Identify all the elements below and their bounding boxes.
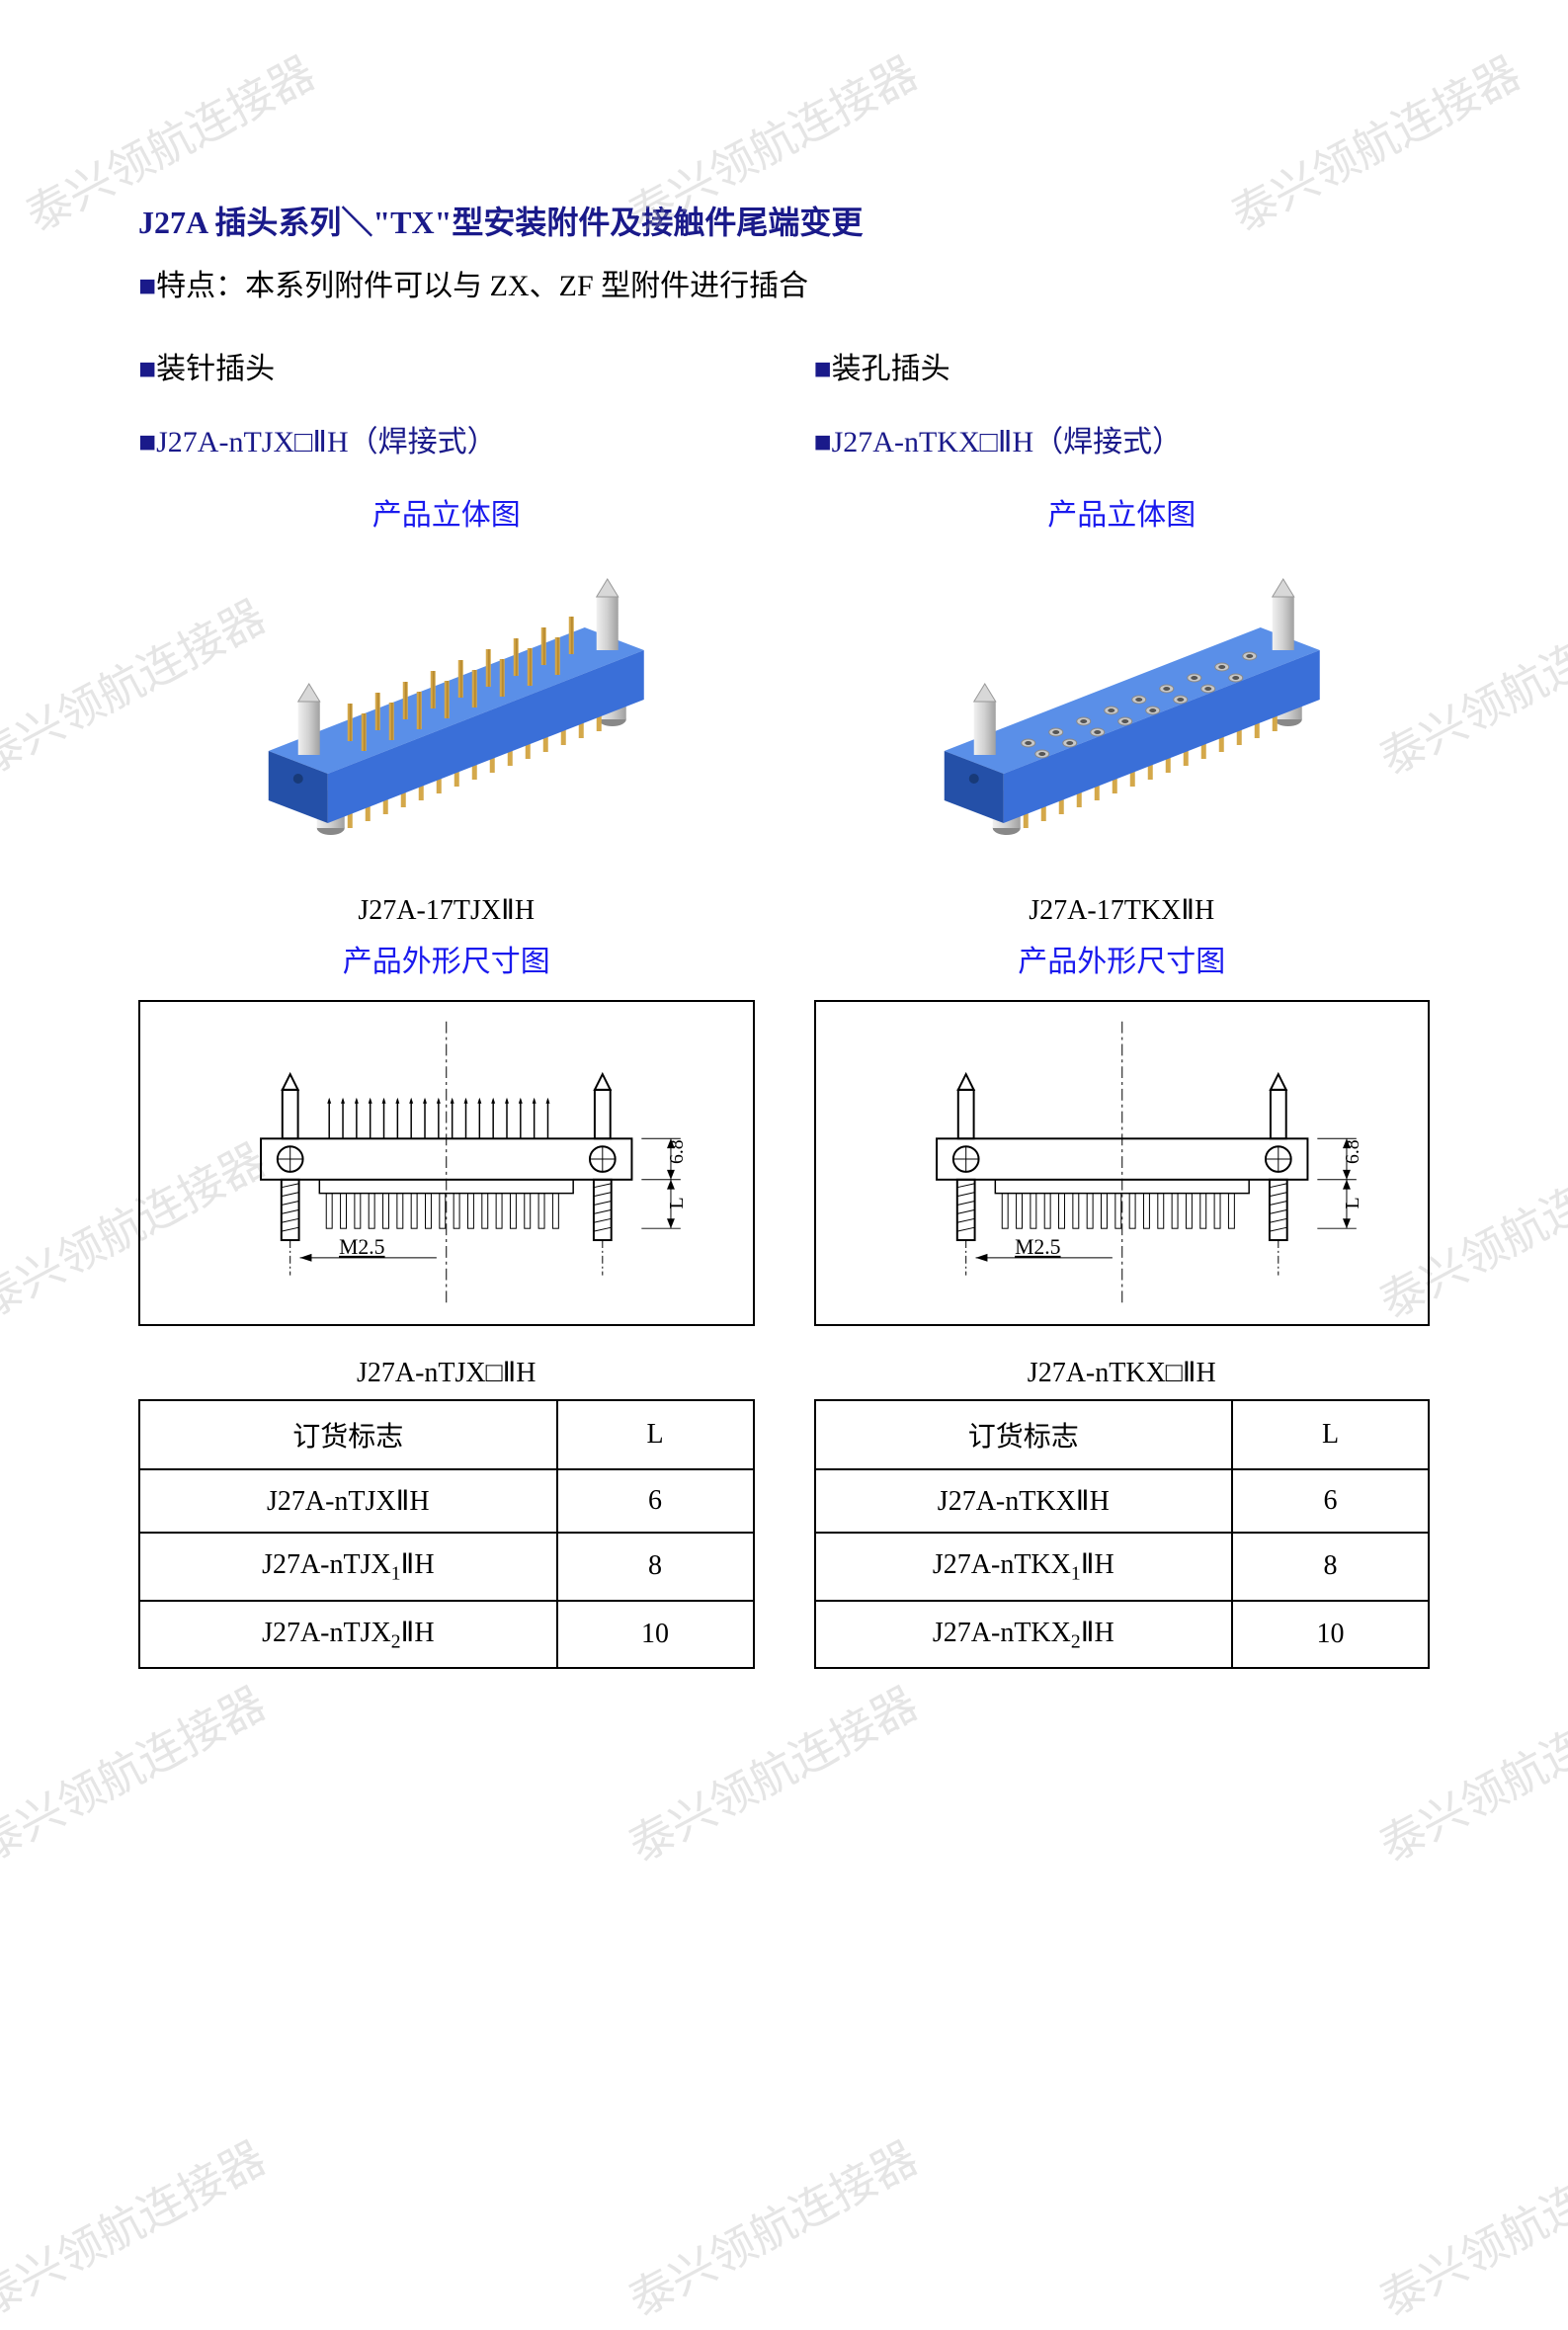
table-row: J27A-nTKX1ⅡH8	[815, 1533, 1430, 1601]
table-cell: 6	[557, 1469, 754, 1533]
feature-line: ■特点：本系列附件可以与 ZX、ZF 型附件进行插合	[138, 261, 1430, 304]
left-column: ■装针插头 ■J27A-nTJX□ⅡH（焊接式） 产品立体图	[138, 344, 755, 1669]
feature-text: 特点：本系列附件可以与 ZX、ZF 型附件进行插合	[156, 270, 808, 302]
right-model-line: ■J27A-nTKX□ⅡH（焊接式）	[814, 417, 1431, 460]
bullet-icon: ■	[814, 426, 832, 458]
bullet-icon: ■	[814, 353, 832, 385]
right-drawing: 6.8 L M2.5	[814, 1000, 1431, 1326]
col-order-mark: 订货标志	[815, 1400, 1233, 1469]
table-row: J27A-nTJX1ⅡH8	[139, 1533, 754, 1601]
table-cell: J27A-nTJX2ⅡH	[139, 1601, 557, 1669]
right-column: ■装孔插头 ■J27A-nTKX□ⅡH（焊接式） 产品立体图	[814, 344, 1431, 1669]
table-cell: J27A-nTKXⅡH	[815, 1469, 1233, 1533]
table-cell: J27A-nTKX2ⅡH	[815, 1601, 1233, 1669]
svg-text:M2.5: M2.5	[1015, 1235, 1061, 1259]
right-table: 订货标志 L J27A-nTKXⅡH6J27A-nTKX1ⅡH8J27A-nTK…	[814, 1399, 1431, 1669]
left-drawing: 6.8 L M2.5	[138, 1000, 755, 1326]
svg-text:6.8: 6.8	[1341, 1139, 1362, 1164]
left-model-text: J27A-nTJX□ⅡH（焊接式）	[156, 426, 497, 458]
table-row: J27A-nTJX2ⅡH10	[139, 1601, 754, 1669]
thread-label: M2.5	[339, 1235, 385, 1259]
right-header: ■装孔插头	[814, 344, 1431, 387]
right-header-text: 装孔插头	[832, 353, 950, 385]
svg-text:L: L	[1341, 1197, 1362, 1208]
table-cell: 10	[1232, 1601, 1429, 1669]
right-iso-label: J27A-17TKXⅡH	[814, 893, 1431, 927]
right-iso-figure	[814, 553, 1431, 879]
right-iso-caption: 产品立体图	[814, 490, 1431, 534]
left-iso-caption: 产品立体图	[138, 490, 755, 534]
left-iso-label: J27A-17TJXⅡH	[138, 893, 755, 927]
table-cell: J27A-nTKX1ⅡH	[815, 1533, 1233, 1601]
bullet-icon: ■	[138, 353, 156, 385]
dim-68: 6.8	[666, 1139, 688, 1164]
left-table-caption: J27A-nTJX□ⅡH	[138, 1356, 755, 1389]
watermark: 泰兴领航连接器	[1366, 1668, 1568, 1874]
table-cell: 8	[1232, 1533, 1429, 1601]
left-table: 订货标志 L J27A-nTJXⅡH6J27A-nTJX1ⅡH8J27A-nTJ…	[138, 1399, 755, 1669]
table-cell: 10	[557, 1601, 754, 1669]
watermark: 泰兴领航连接器	[616, 2122, 927, 2329]
left-header: ■装针插头	[138, 344, 755, 387]
table-cell: J27A-nTJXⅡH	[139, 1469, 557, 1533]
right-model-text: J27A-nTKX□ⅡH（焊接式）	[832, 426, 1183, 458]
left-model-line: ■J27A-nTJX□ⅡH（焊接式）	[138, 417, 755, 460]
col-L: L	[1232, 1400, 1429, 1469]
table-cell: 8	[557, 1533, 754, 1601]
dim-L: L	[666, 1197, 688, 1208]
watermark: 泰兴领航连接器	[616, 1668, 927, 1874]
watermark: 泰兴领航连接器	[0, 1668, 276, 1874]
page-title: J27A 插头系列＼"TX"型安装附件及接触件尾端变更	[138, 198, 1430, 243]
table-row: J27A-nTKX2ⅡH10	[815, 1601, 1430, 1669]
right-dim-caption: 产品外形尺寸图	[814, 937, 1431, 980]
col-order-mark: 订货标志	[139, 1400, 557, 1469]
bullet-icon: ■	[138, 270, 156, 302]
left-dim-caption: 产品外形尺寸图	[138, 937, 755, 980]
watermark: 泰兴领航连接器	[0, 2122, 276, 2329]
bullet-icon: ■	[138, 426, 156, 458]
left-header-text: 装针插头	[156, 353, 275, 385]
table-row: J27A-nTKXⅡH6	[815, 1469, 1430, 1533]
table-row: J27A-nTJXⅡH6	[139, 1469, 754, 1533]
col-L: L	[557, 1400, 754, 1469]
table-cell: J27A-nTJX1ⅡH	[139, 1533, 557, 1601]
watermark: 泰兴领航连接器	[1366, 2122, 1568, 2329]
right-table-caption: J27A-nTKX□ⅡH	[814, 1356, 1431, 1389]
table-cell: 6	[1232, 1469, 1429, 1533]
left-iso-figure	[138, 553, 755, 879]
